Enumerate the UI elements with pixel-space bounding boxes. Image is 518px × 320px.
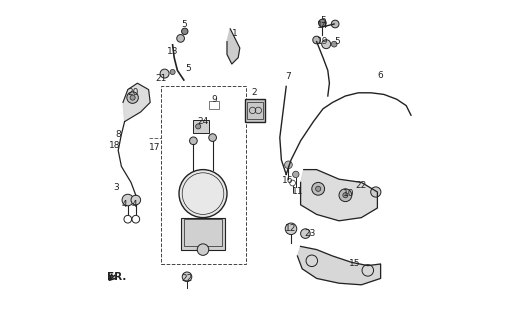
Circle shape [182, 28, 188, 35]
Circle shape [322, 40, 330, 49]
Text: 22: 22 [181, 274, 193, 283]
Text: 9: 9 [211, 95, 217, 104]
Circle shape [371, 187, 381, 197]
Circle shape [285, 223, 297, 235]
Circle shape [170, 69, 175, 75]
Text: 11: 11 [292, 188, 303, 196]
Text: FR.: FR. [107, 272, 126, 282]
Circle shape [177, 35, 184, 42]
Circle shape [160, 69, 169, 78]
Text: 4: 4 [132, 200, 137, 209]
Text: 16: 16 [282, 176, 294, 185]
Circle shape [130, 95, 135, 100]
Text: 13: 13 [167, 47, 178, 56]
Text: 6: 6 [378, 71, 383, 80]
Text: 2: 2 [251, 88, 257, 97]
Text: 22: 22 [356, 181, 367, 190]
Circle shape [293, 171, 299, 178]
Polygon shape [123, 83, 150, 122]
Text: 15: 15 [349, 260, 361, 268]
Text: 14: 14 [318, 21, 329, 30]
Text: 5: 5 [181, 20, 186, 28]
Circle shape [182, 272, 192, 282]
Text: 10: 10 [343, 189, 354, 198]
Text: 21: 21 [156, 74, 167, 83]
Circle shape [284, 161, 292, 169]
Text: 1: 1 [232, 29, 238, 38]
Text: 5: 5 [335, 37, 340, 46]
Text: 3: 3 [114, 183, 120, 192]
Text: 17: 17 [149, 143, 161, 152]
Text: 8: 8 [116, 130, 121, 139]
Circle shape [190, 137, 197, 145]
Circle shape [122, 194, 134, 206]
Bar [162, 86, 246, 264]
Circle shape [319, 19, 326, 27]
Text: 12: 12 [285, 224, 297, 233]
Polygon shape [300, 170, 378, 221]
Circle shape [332, 20, 339, 28]
Polygon shape [227, 29, 240, 64]
Text: 20: 20 [127, 88, 138, 97]
Circle shape [127, 92, 138, 103]
Circle shape [312, 182, 325, 195]
Text: 5: 5 [186, 64, 192, 73]
Polygon shape [297, 246, 381, 285]
Text: 18: 18 [109, 141, 121, 150]
Text: 19: 19 [317, 37, 329, 46]
Text: 23: 23 [305, 229, 316, 238]
Bar [181, 218, 225, 250]
Circle shape [332, 41, 337, 47]
Circle shape [300, 229, 310, 238]
Circle shape [343, 193, 348, 198]
Text: 4: 4 [122, 200, 127, 209]
Circle shape [196, 124, 201, 129]
Text: 24: 24 [197, 117, 209, 126]
Bar [193, 120, 209, 133]
Circle shape [315, 186, 321, 191]
Text: 5: 5 [320, 16, 326, 25]
Circle shape [313, 36, 321, 44]
Bar [244, 99, 265, 122]
Circle shape [197, 244, 209, 255]
Text: 7: 7 [285, 72, 291, 81]
Bar [247, 102, 263, 119]
Circle shape [339, 189, 352, 202]
Bar [184, 219, 222, 246]
Circle shape [179, 170, 227, 218]
Circle shape [131, 195, 140, 205]
Circle shape [209, 134, 217, 141]
Bar [209, 101, 219, 109]
